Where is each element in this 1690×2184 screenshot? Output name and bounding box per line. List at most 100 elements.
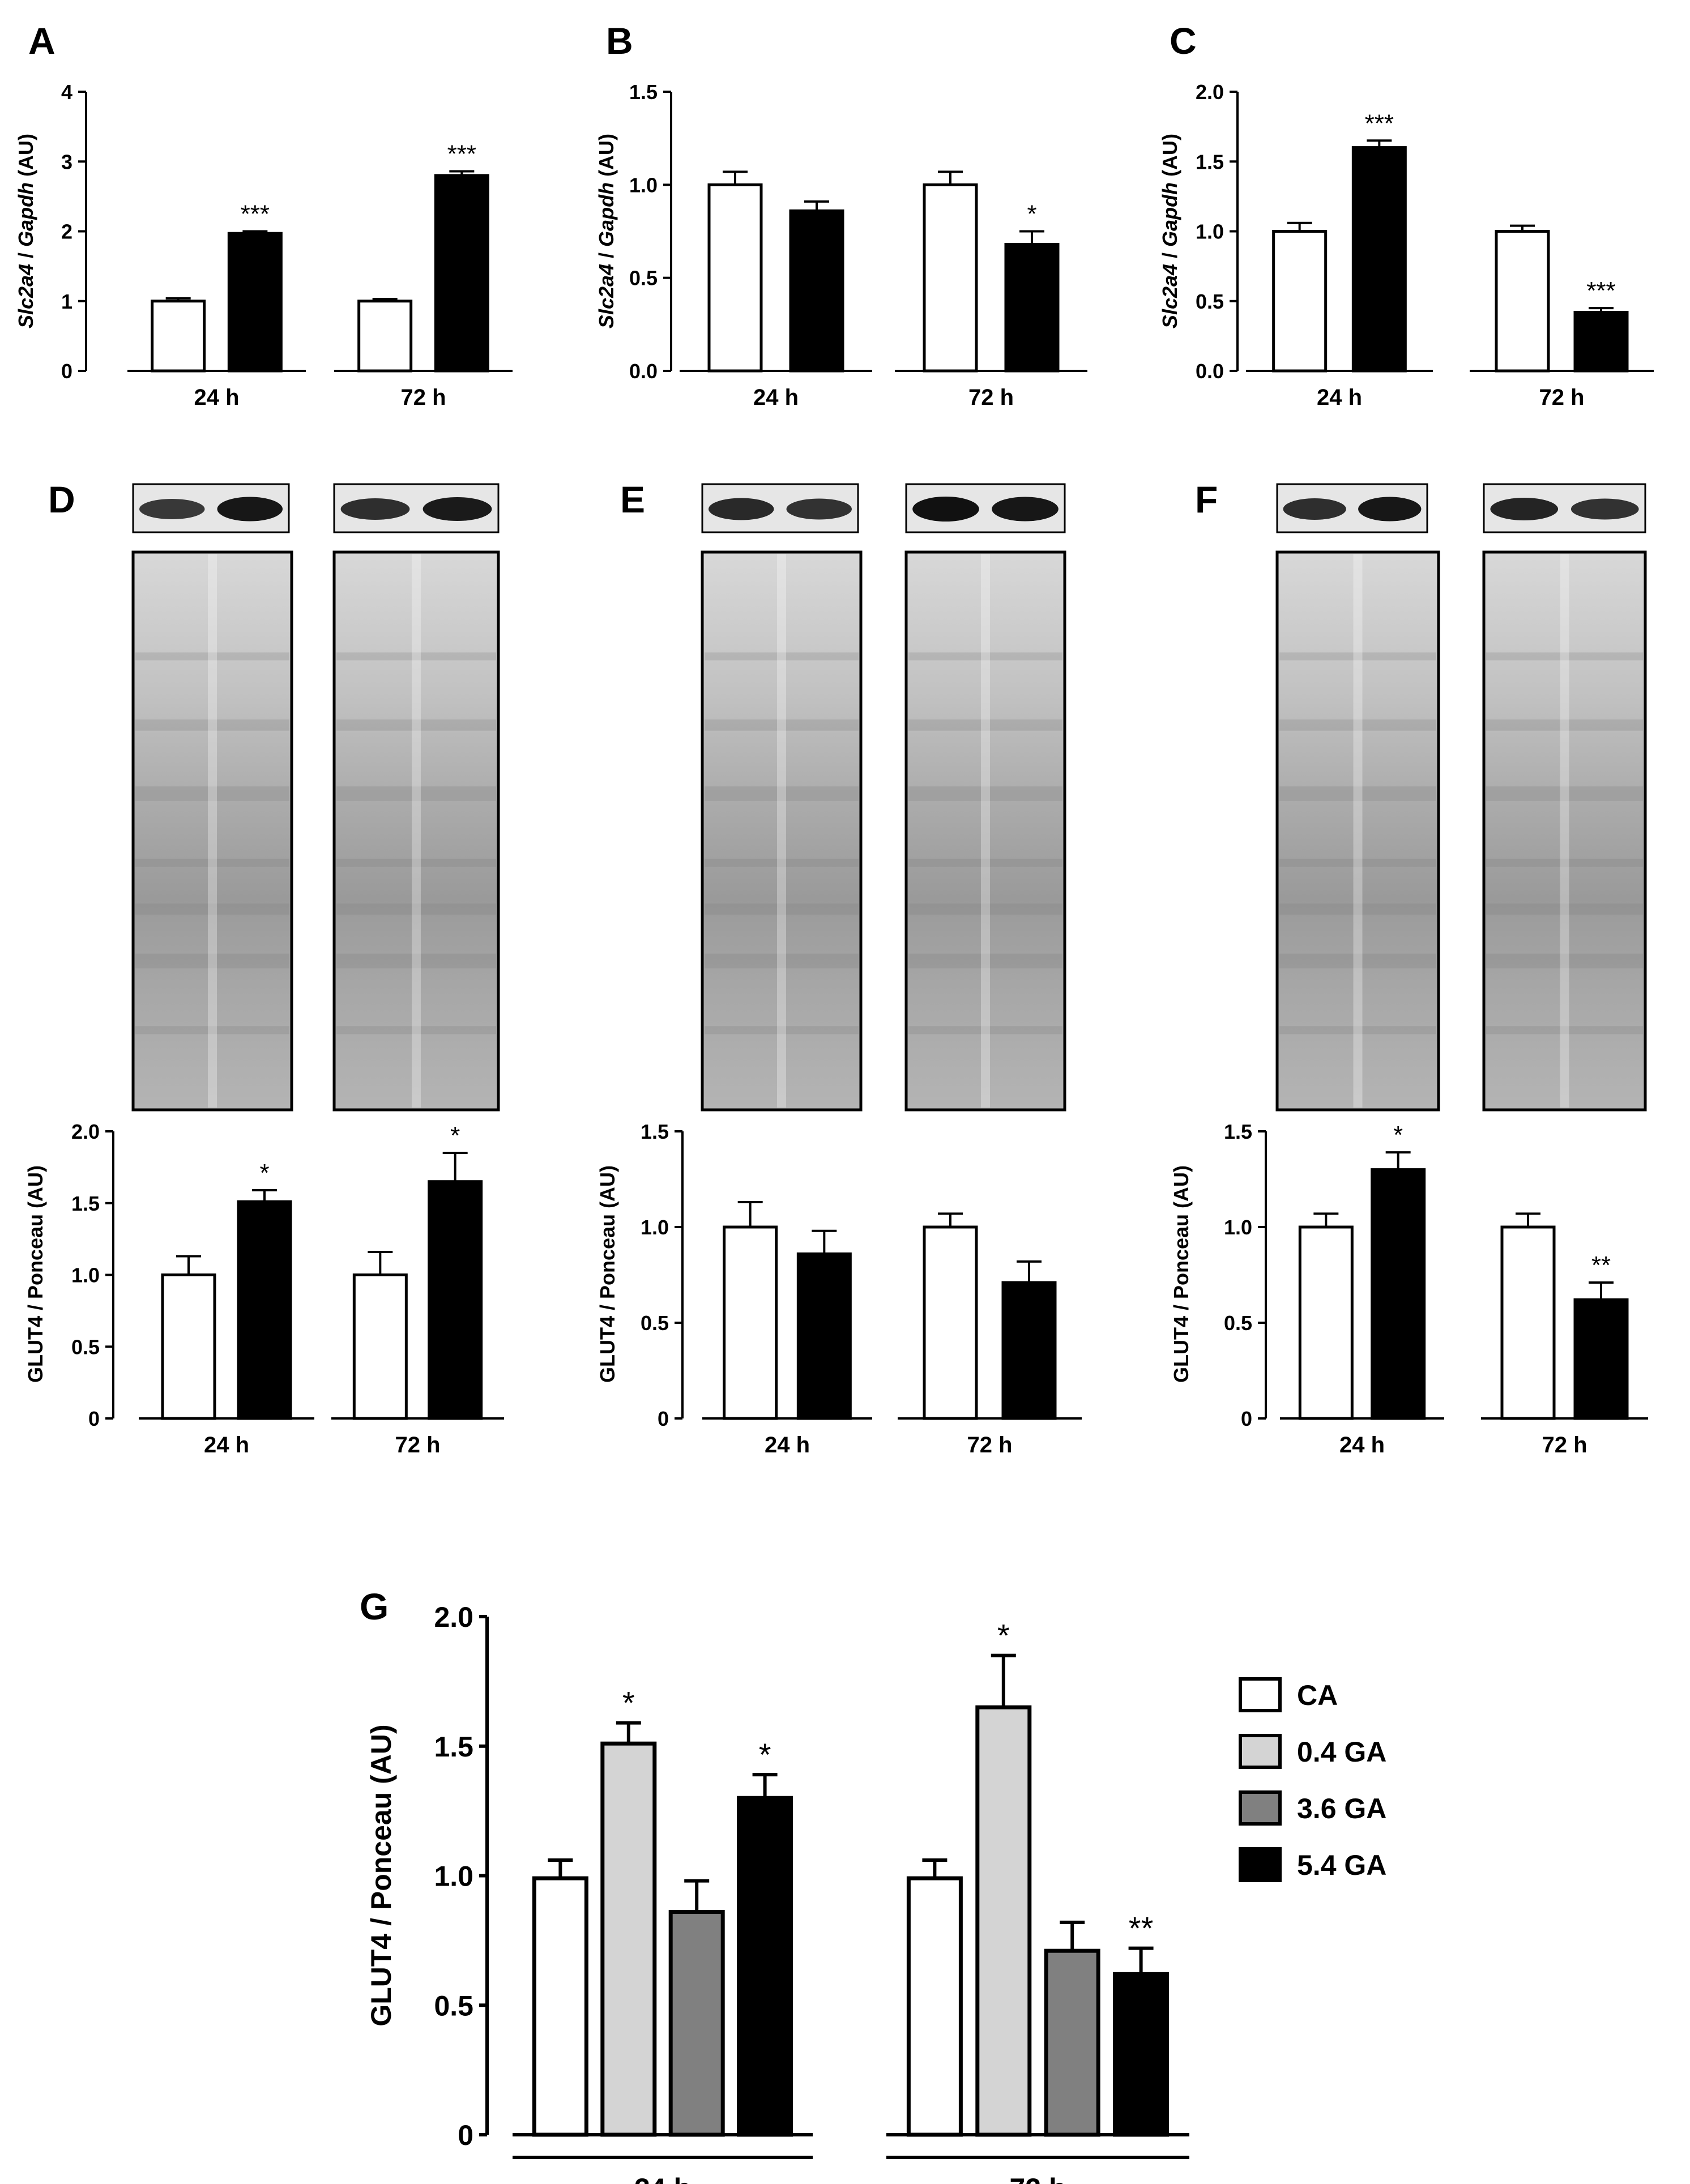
ponceau-band [1486, 858, 1643, 867]
y-tick-label: 0.5 [71, 1335, 100, 1358]
ponceau-band [135, 652, 289, 661]
y-tick-label: 1.5 [1224, 1120, 1252, 1143]
panel-letter: G [360, 1585, 389, 1627]
lane-gap [1353, 554, 1363, 1108]
y-tick-label: 0.5 [629, 267, 658, 290]
y-tick-label: 0 [458, 2119, 473, 2151]
ponceau-stain [332, 550, 500, 1112]
significance-label: *** [241, 200, 270, 228]
x-group-label: 24 h [1339, 1433, 1385, 1458]
bar [434, 174, 489, 373]
panel-letter: B [606, 20, 633, 62]
bar [1001, 1281, 1057, 1420]
x-group-label: 24 h [204, 1433, 249, 1458]
y-tick-label: 1.0 [1224, 1216, 1252, 1239]
y-tick-label: 0.0 [1196, 360, 1224, 383]
ponceau-band [336, 786, 496, 801]
legend-swatch [1239, 1734, 1282, 1769]
protein-band [912, 497, 979, 522]
y-tick-label: 4 [61, 80, 72, 104]
protein-band [422, 497, 492, 521]
ponceau-band [1486, 903, 1643, 915]
x-group-label: 24 h [765, 1433, 810, 1458]
ponceau-band [908, 954, 1062, 969]
bar [1351, 146, 1407, 373]
ponceau-band [1279, 858, 1436, 867]
panel-c: C 0.0 0.5 1.0 1.5 2.0 Slc2a4 / Gapdh (AU) *** 24… [1158, 20, 1654, 410]
y-tick-label: 0 [1241, 1407, 1252, 1430]
bar [1573, 310, 1629, 373]
x-group-label: 24 h [753, 385, 799, 410]
ponceau-band [705, 954, 859, 969]
bar [1113, 1972, 1170, 2137]
y-tick-label: 1.5 [434, 1731, 473, 1763]
y-axis-label: GLUT4 / Ponceau (AU) [365, 1724, 397, 2026]
ponceau-band [135, 858, 289, 867]
y-axis-label: Slc2a4 / Gapdh (AU) [595, 134, 618, 328]
legend-swatch [1239, 1677, 1282, 1712]
lane-gap [777, 554, 786, 1108]
y-tick-label: 1.0 [434, 1861, 473, 1892]
y-tick-label: 1.0 [629, 173, 658, 196]
bar [1298, 1225, 1354, 1420]
protein-band [1283, 498, 1346, 520]
ponceau-band [705, 1026, 859, 1035]
ponceau-band [908, 786, 1062, 801]
legend-label: 0.4 GA [1297, 1736, 1386, 1768]
significance-label: *** [1365, 109, 1394, 137]
protein-band [786, 498, 852, 520]
ponceau-band [705, 786, 859, 801]
y-axis-label: GLUT4 / Ponceau (AU) [596, 1165, 619, 1383]
ponceau-band [336, 903, 496, 915]
y-axis-label: Slc2a4 / Gapdh (AU) [1158, 134, 1181, 328]
bar [357, 300, 413, 373]
lane-gap [981, 554, 990, 1108]
y-tick-label: 0.0 [629, 360, 658, 383]
lane-gap [208, 554, 217, 1108]
ponceau-band [1486, 786, 1643, 801]
ponceau-band [1486, 719, 1643, 731]
ponceau-band [705, 652, 859, 661]
bar [1573, 1298, 1629, 1420]
ponceau-band [1279, 954, 1436, 969]
bar [428, 1180, 483, 1420]
ponceau-band [1486, 1026, 1643, 1035]
y-tick-label: 0 [88, 1407, 100, 1430]
ponceau-band [908, 858, 1062, 867]
ponceau-band [135, 719, 289, 731]
y-tick-label: 0.5 [1224, 1311, 1252, 1335]
protein-band [139, 499, 205, 519]
lane-gap [1560, 554, 1569, 1108]
ponceau-band [135, 954, 289, 969]
y-tick-label: 2.0 [434, 1601, 473, 1633]
y-tick-label: 1.0 [641, 1216, 669, 1239]
significance-label: *** [447, 140, 476, 168]
lane-gap [412, 554, 421, 1108]
bar [923, 183, 978, 373]
ponceau-band [336, 858, 496, 867]
significance-label: * [259, 1159, 269, 1187]
y-tick-label: 1.5 [71, 1192, 100, 1215]
significance-label: * [997, 1618, 1010, 1653]
panel-b: B 0.0 0.5 1.0 1.5 Slc2a4 / Gapdh (AU) 24 h * 72 … [595, 20, 1087, 410]
y-tick-label: 2.0 [71, 1120, 100, 1143]
bar [796, 1252, 852, 1420]
bar [668, 1910, 725, 2137]
significance-label: *** [1586, 277, 1615, 305]
y-tick-label: 1 [61, 290, 72, 313]
bar [723, 1225, 778, 1420]
x-group-label: 24 h [634, 2173, 691, 2184]
bar [975, 1705, 1032, 2137]
ponceau-band [336, 954, 496, 969]
x-group-label: 72 h [400, 385, 446, 410]
y-tick-label: 1.5 [629, 80, 658, 104]
panel-letter: E [620, 478, 645, 520]
significance-label: * [622, 1685, 635, 1721]
bar [707, 183, 763, 373]
x-group-label: 24 h [1317, 385, 1362, 410]
blot-d [131, 483, 500, 1112]
bar [1004, 243, 1060, 373]
y-axis-label: GLUT4 / Ponceau (AU) [1170, 1165, 1193, 1383]
